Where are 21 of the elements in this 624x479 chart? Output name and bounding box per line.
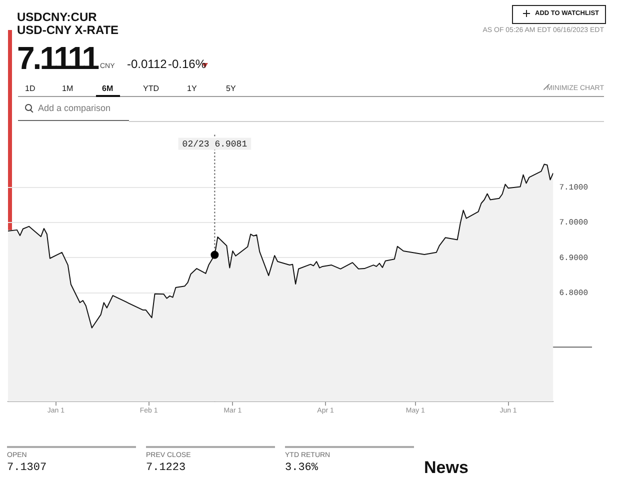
text: 7.1111 [17,40,98,77]
text: 7.1307 [7,462,47,474]
text: YTD [143,84,159,93]
y-tick-label: 7.1000 [559,184,588,193]
text: 5Y [226,84,236,93]
y-tick-label: 6.9000 [559,254,588,263]
text: 1M [62,84,74,93]
text: 1Y [187,84,197,93]
text: 7.1223 [146,462,186,474]
y-tick-label: 7.0000 [559,218,588,228]
text: 6M [102,84,114,93]
chart-title: USDCNY:CUR [17,10,97,24]
text: -0.16% [168,57,206,71]
text: Add a comparison [38,103,111,113]
y-tick-label: 6.8000 [559,288,588,298]
text: 3.36% [285,462,318,474]
chart-subtitle: USD-CNY X-RATE [17,23,119,37]
text: 1D [25,84,36,93]
text: -0.0112 [127,57,167,71]
text: News [424,458,468,478]
annotation: 02/23 6.9081 [182,140,248,150]
